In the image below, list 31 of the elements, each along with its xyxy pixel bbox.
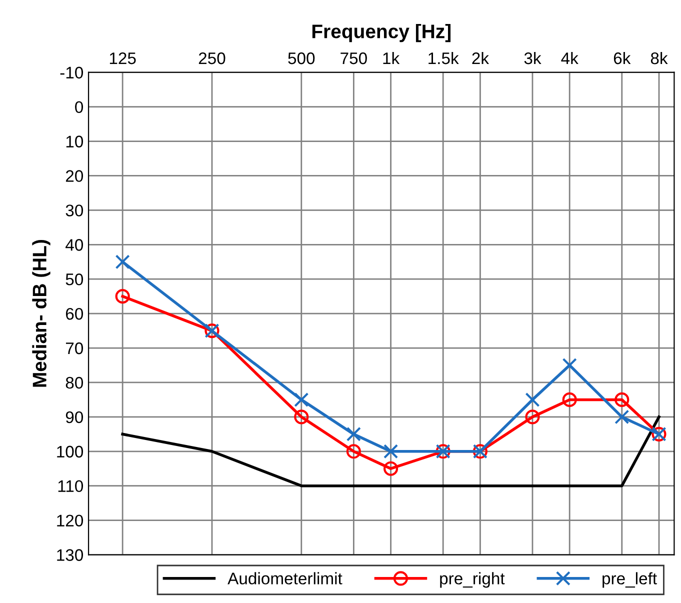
- y-tick-label: 100: [57, 446, 84, 458]
- x-tick-label: 8k: [650, 52, 668, 64]
- x-tick-label: 6k: [614, 52, 631, 64]
- legend-label: pre_right: [440, 572, 505, 588]
- y-tick-label: 10: [66, 136, 84, 148]
- legend-label: Audiometerlimit: [228, 572, 342, 584]
- x-tick-label: 1.5k: [428, 52, 459, 64]
- y-tick-label: 80: [66, 376, 84, 389]
- x-tick-label: 750: [340, 52, 367, 64]
- y-tick-label: 90: [66, 411, 84, 424]
- y-axis-title: Median- dB (HL): [32, 240, 50, 387]
- y-tick-label: -10: [60, 66, 84, 79]
- legend-label: pre_left: [602, 572, 657, 588]
- y-tick-label: 20: [66, 170, 84, 182]
- x-tick-label: 4k: [561, 52, 578, 64]
- x-tick-label: 125: [110, 52, 136, 64]
- x-tick-label: 2k: [472, 52, 490, 64]
- x-tick-label: 250: [198, 52, 226, 64]
- y-tick-label: 40: [66, 239, 84, 251]
- y-tick-label: 30: [66, 204, 84, 216]
- x-tick-label: 1k: [383, 52, 400, 64]
- x-tick-label: 500: [288, 52, 315, 64]
- y-tick-label: 50: [66, 274, 84, 286]
- y-tick-label: 130: [57, 549, 84, 561]
- y-tick-label: 120: [57, 514, 84, 527]
- x-axis-title: Frequency [Hz]: [312, 24, 450, 42]
- y-tick-label: 60: [66, 308, 84, 320]
- x-tick-label: 3k: [524, 52, 542, 64]
- y-tick-label: 70: [66, 342, 84, 354]
- y-tick-label: 0: [75, 101, 84, 114]
- y-tick-label: 110: [58, 480, 84, 492]
